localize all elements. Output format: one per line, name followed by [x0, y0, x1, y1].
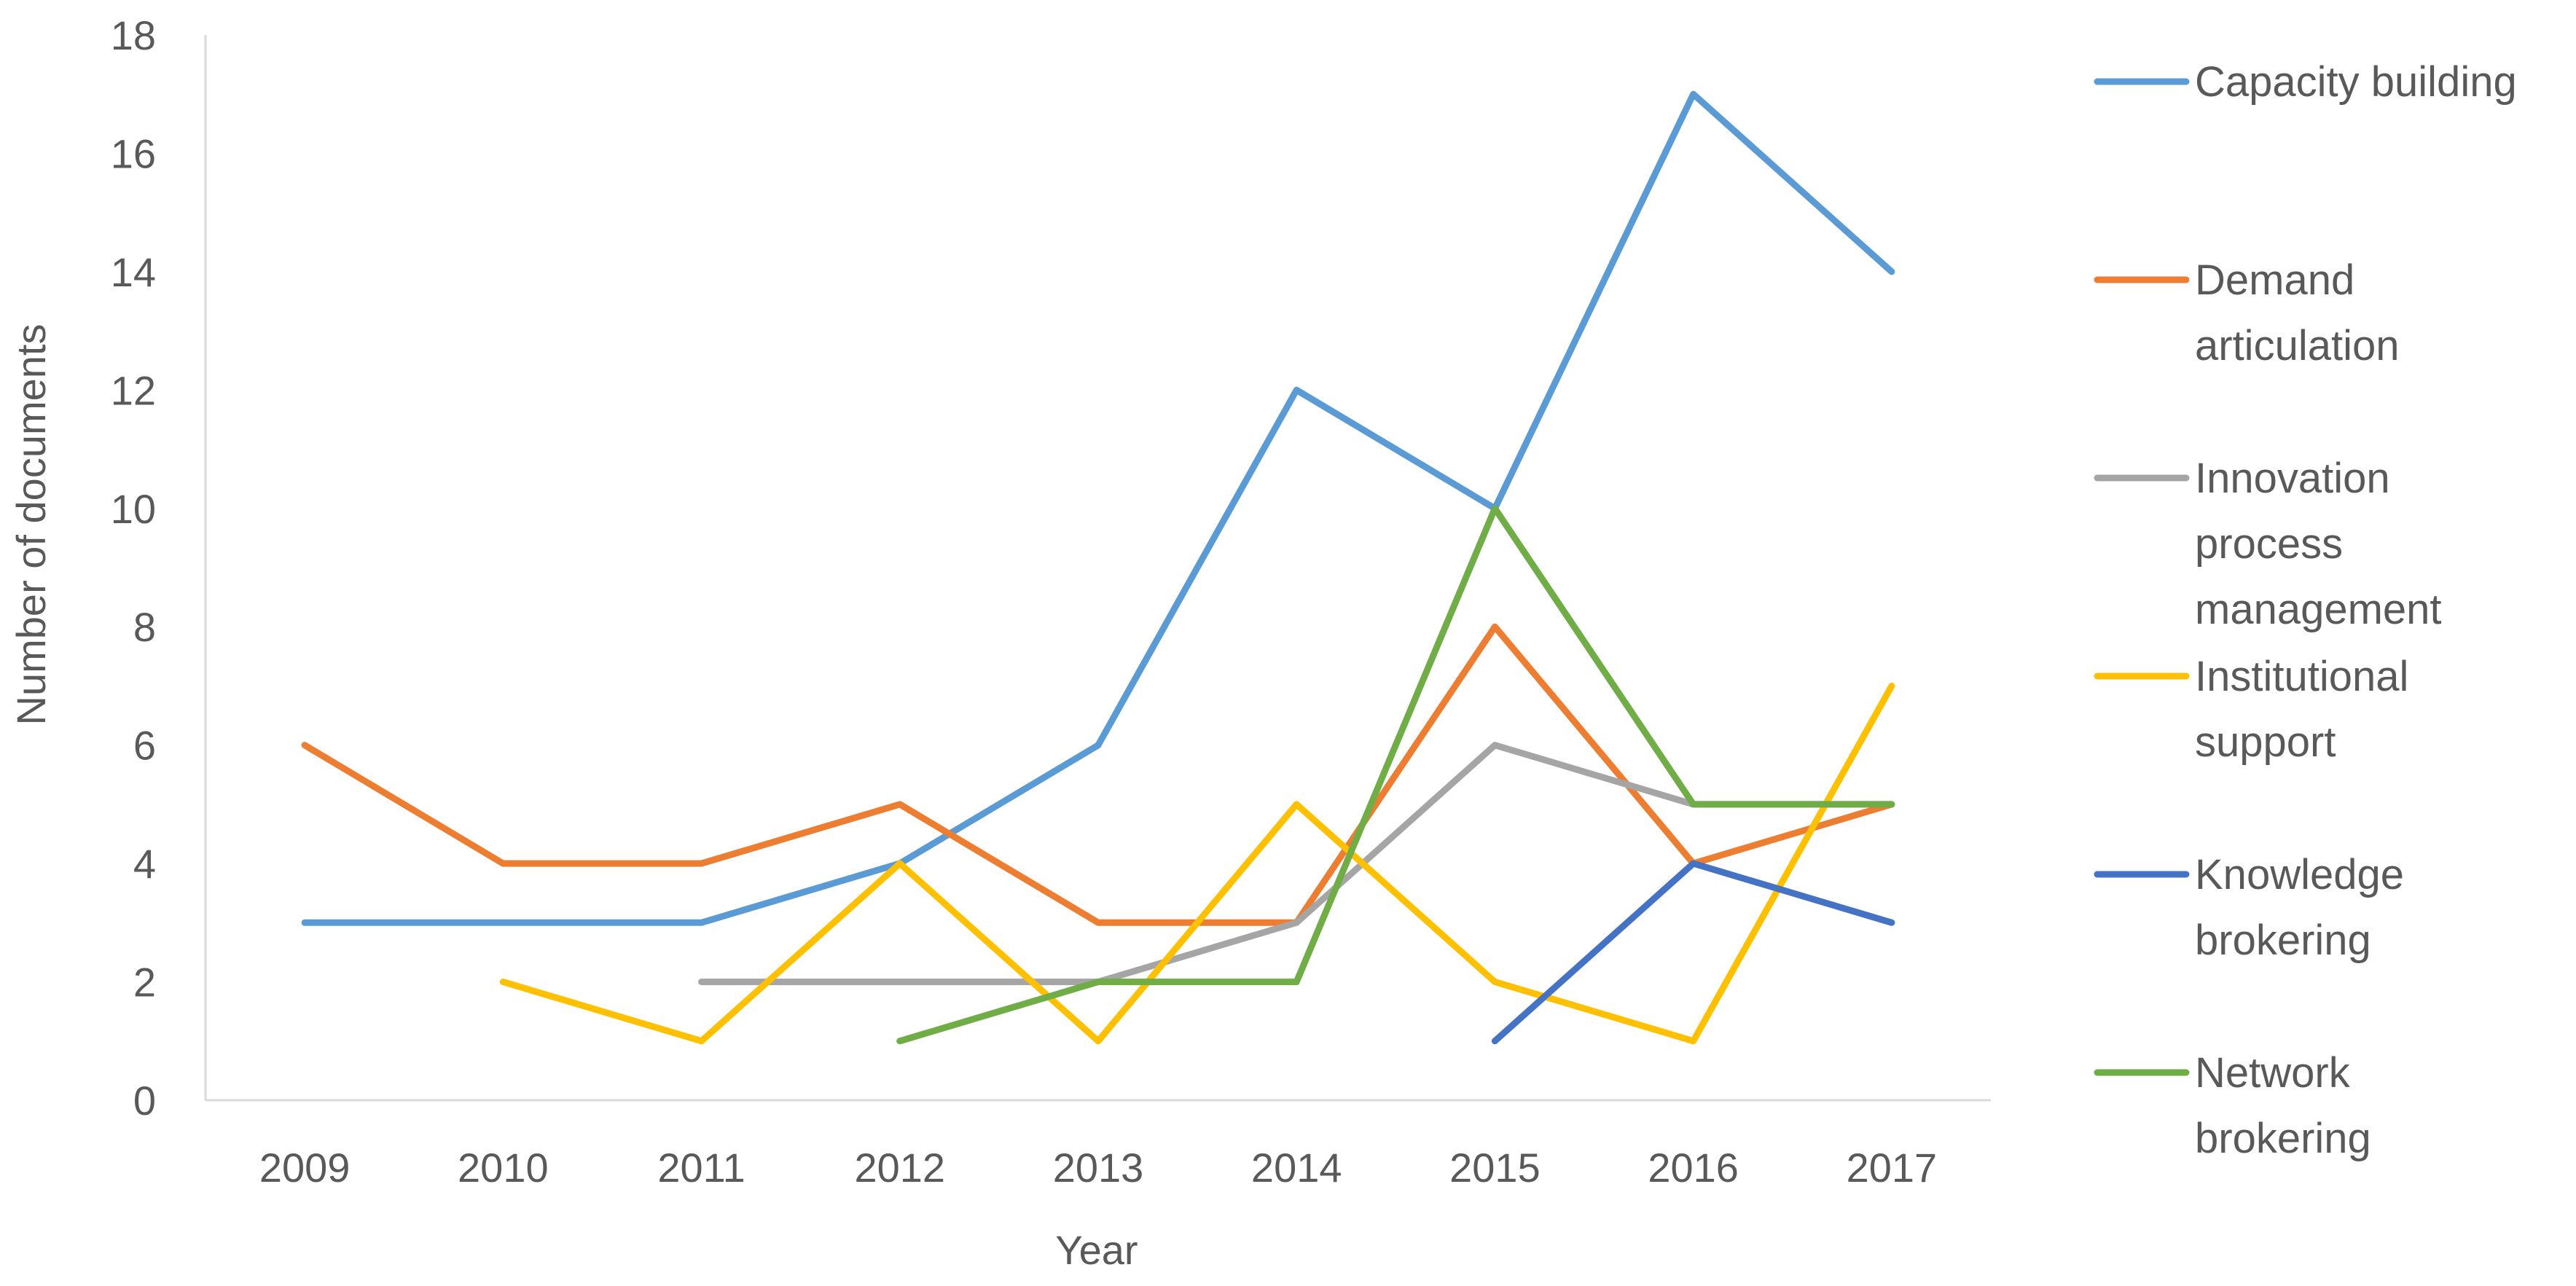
legend-label: Network — [2195, 1049, 2351, 1097]
legend-label: support — [2195, 718, 2336, 766]
legend-item: Demand articulation — [2094, 256, 2399, 369]
legend-label: brokering — [2195, 917, 2371, 964]
series-lines — [301, 90, 1895, 1045]
legend: Capacity building Demand articulation Innov… — [2094, 58, 2517, 1162]
series-innovation-process-management — [698, 742, 1895, 986]
series-line — [499, 682, 1895, 1045]
series-line — [698, 742, 1895, 986]
x-tick-label: 2011 — [657, 1145, 745, 1191]
legend-label: articulation — [2195, 322, 2399, 369]
legend-label: Knowledge — [2195, 851, 2404, 898]
series-line — [301, 623, 1895, 926]
legend-label: Innovation — [2195, 455, 2390, 502]
x-tick-label: 2015 — [1449, 1145, 1540, 1191]
y-tick-label: 18 — [111, 12, 156, 58]
series-line — [301, 90, 1895, 926]
x-tick-label: 2016 — [1648, 1145, 1739, 1191]
x-tick-label: 2013 — [1053, 1145, 1144, 1191]
legend-item: Network brokering — [2094, 1049, 2371, 1162]
y-tick-label: 10 — [111, 486, 156, 532]
series-line — [1491, 860, 1895, 1045]
x-tick-label: 2014 — [1251, 1145, 1342, 1191]
x-tick-label: 2012 — [854, 1145, 945, 1191]
y-tick-label: 8 — [133, 604, 156, 650]
series-institutional-support — [499, 682, 1895, 1045]
y-tick-label: 6 — [133, 723, 156, 769]
legend-item: Innovation process management — [2094, 455, 2442, 633]
y-tick-label: 0 — [133, 1078, 156, 1124]
legend-label: brokering — [2195, 1115, 2371, 1162]
y-tick-label: 16 — [111, 130, 156, 176]
y-tick-label: 12 — [111, 367, 156, 413]
legend-label: Institutional — [2195, 653, 2408, 700]
x-axis-label: Year — [1055, 1227, 1138, 1273]
legend-label: Demand — [2195, 256, 2354, 304]
legend-item: Capacity building — [2094, 58, 2517, 106]
legend-item: Knowledge brokering — [2094, 851, 2404, 964]
legend-label: management — [2195, 586, 2442, 633]
series-demand-articulation — [301, 623, 1895, 926]
y-tick-label: 14 — [111, 249, 156, 295]
x-tick-label: 2009 — [259, 1145, 351, 1191]
legend-label: Capacity building — [2195, 58, 2517, 106]
x-tick-label: 2017 — [1847, 1145, 1938, 1191]
series-capacity-building — [301, 90, 1895, 926]
legend-label: process — [2195, 520, 2343, 568]
x-tick-label: 2010 — [458, 1145, 549, 1191]
axes: 0 2 4 6 8 10 12 14 16 18 2009 2010 2011 2012 2013 2014 2… — [111, 12, 1991, 1191]
series-line — [896, 505, 1895, 1045]
legend-item: Institutional support — [2094, 653, 2408, 766]
series-knowledge-brokering — [1491, 860, 1895, 1045]
y-axis-label: Number of documents — [8, 324, 54, 726]
y-tick-label: 4 — [133, 841, 156, 887]
y-tick-label: 2 — [133, 960, 156, 1005]
series-network-brokering — [896, 505, 1895, 1045]
